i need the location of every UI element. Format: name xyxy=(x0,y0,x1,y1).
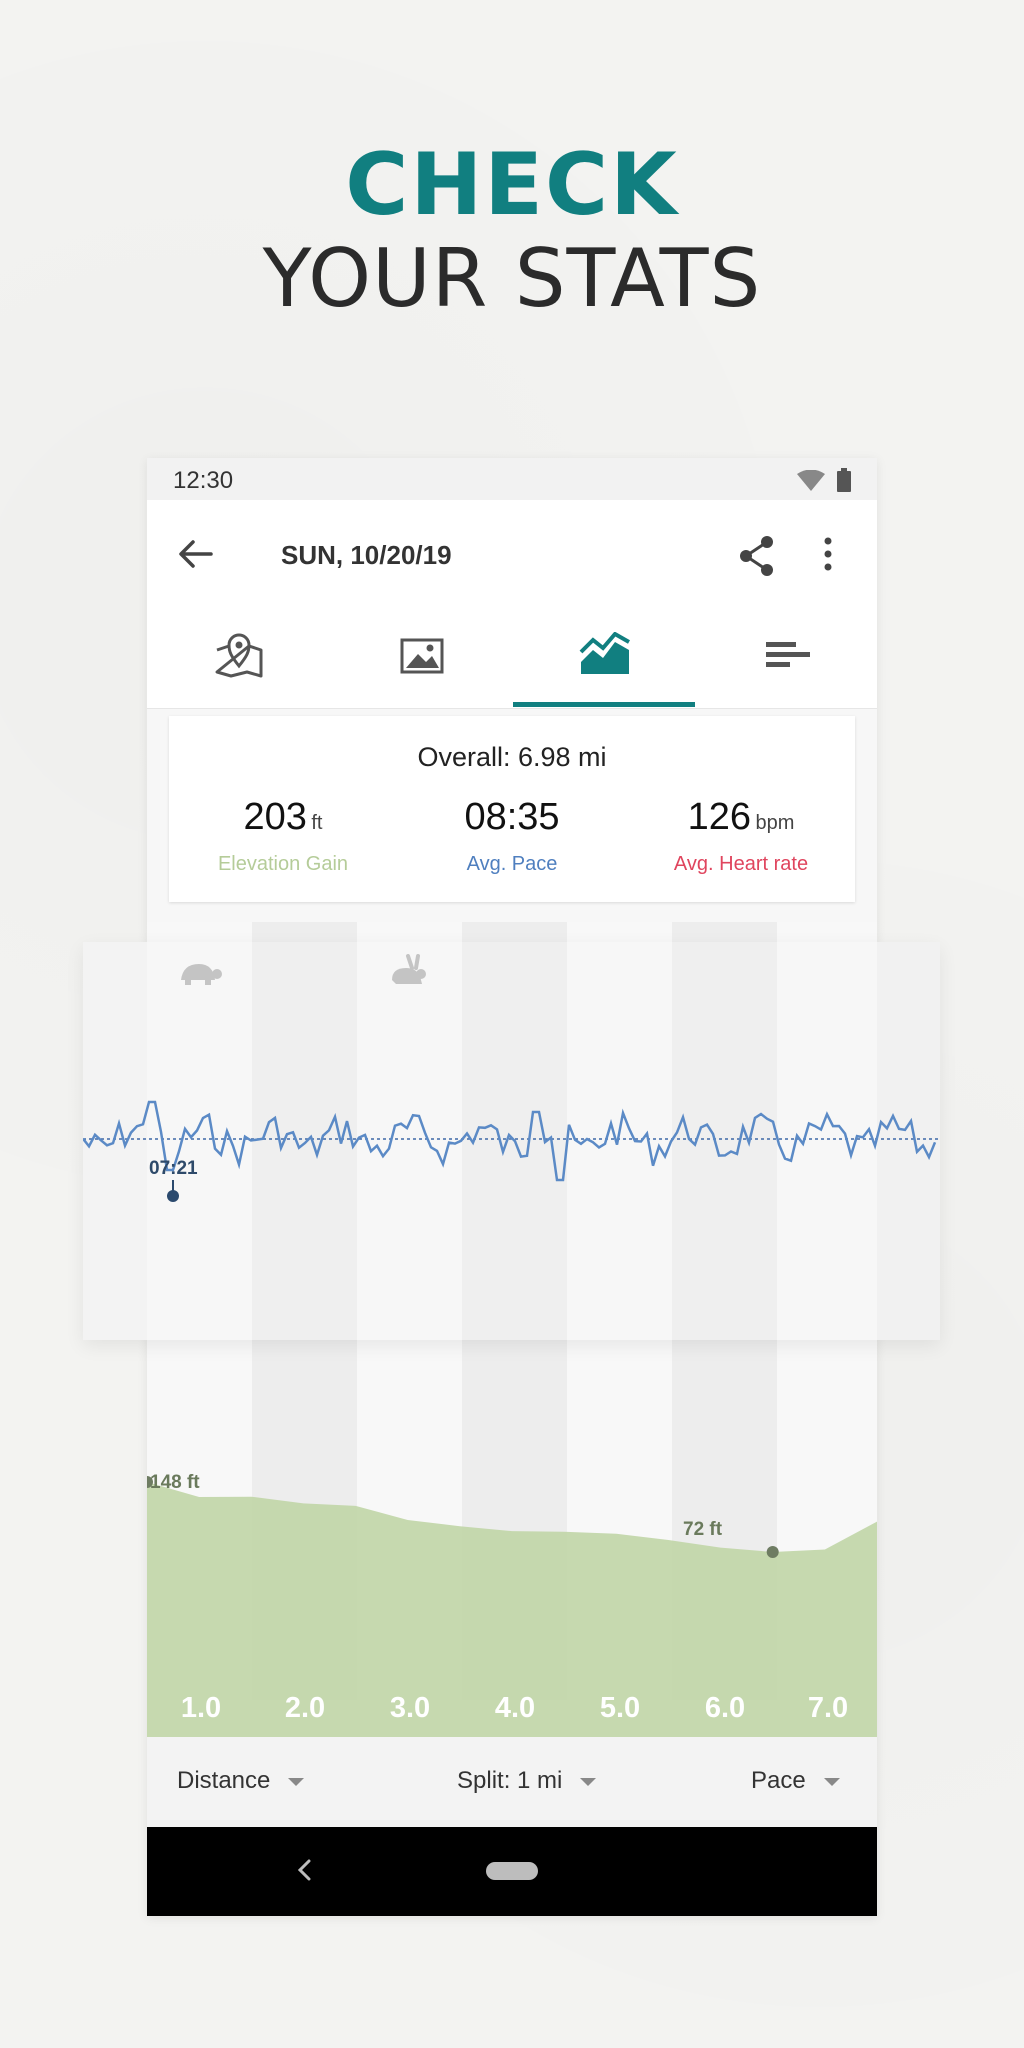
stat-value: 08:35 xyxy=(464,796,560,838)
activity-date-title: SUN, 10/20/19 xyxy=(281,540,452,570)
battery-icon xyxy=(837,468,851,492)
pace-line xyxy=(83,1100,937,1182)
elevation-min-marker xyxy=(766,1546,779,1558)
dropdown-caret-icon xyxy=(580,1777,597,1786)
split-dropdown[interactable]: Split: 1 mi xyxy=(457,1767,597,1795)
elevation-min-label: 72 ft xyxy=(683,1519,723,1540)
turtle-icon xyxy=(181,964,222,985)
tab-photos[interactable] xyxy=(330,612,512,708)
chart-icon xyxy=(579,632,630,674)
tab-splits[interactable] xyxy=(696,612,877,708)
nav-home-pill[interactable] xyxy=(486,1862,538,1880)
rabbit-icon xyxy=(392,954,426,984)
distance-dropdown-label: Distance xyxy=(177,1767,271,1794)
stat-unit: ft xyxy=(311,812,323,834)
more-vert-icon[interactable] xyxy=(823,536,833,572)
stat-value: 126 xyxy=(687,796,752,838)
splits-icon xyxy=(766,642,810,667)
status-time: 12:30 xyxy=(173,467,234,494)
pace-chart-panel: 07:21 xyxy=(83,942,940,1340)
mile-tick-label: 5.0 xyxy=(599,1692,641,1724)
mile-tick-label: 6.0 xyxy=(704,1692,746,1724)
distance-dropdown[interactable]: Distance xyxy=(177,1767,305,1795)
mile-tick-label: 1.0 xyxy=(180,1692,222,1724)
nav-back-icon[interactable] xyxy=(297,1859,311,1881)
wifi-icon xyxy=(797,470,825,491)
pace-low-marker xyxy=(167,1190,179,1202)
tab-charts[interactable] xyxy=(513,612,695,708)
bottom-controls: Distance Split: 1 mi Pace xyxy=(147,1737,877,1827)
back-arrow-icon[interactable] xyxy=(177,538,213,570)
stat-pace: 08:35 Avg. Pace xyxy=(398,796,626,876)
dropdown-caret-icon xyxy=(823,1777,840,1786)
app-bar: SUN, 10/20/19 xyxy=(147,500,877,612)
map-pin-icon xyxy=(215,633,263,678)
tab-active-indicator xyxy=(513,702,695,707)
share-icon[interactable] xyxy=(737,534,777,578)
status-bar: 12:30 xyxy=(147,458,877,500)
dropdown-caret-icon xyxy=(288,1777,305,1786)
mile-tick-label: 4.0 xyxy=(494,1692,536,1724)
overall-distance: Overall: 6.98 mi xyxy=(417,742,607,772)
hero-title-line1: CHECK xyxy=(345,135,679,235)
pace-dropdown[interactable]: Pace xyxy=(751,1767,840,1795)
system-nav-bar xyxy=(147,1827,877,1916)
stat-label: Avg. Pace xyxy=(466,853,558,875)
elevation-max-marker xyxy=(147,1476,153,1488)
stat-heart-rate: 126 bpm Avg. Heart rate xyxy=(627,796,855,876)
mile-tick-label: 2.0 xyxy=(284,1692,326,1724)
summary-card: Overall: 6.98 mi 203 ft Elevation Gain 0… xyxy=(169,716,855,902)
split-dropdown-label: Split: 1 mi xyxy=(457,1767,563,1794)
stat-label: Elevation Gain xyxy=(217,853,349,875)
tab-map[interactable] xyxy=(147,612,329,708)
tab-bar xyxy=(147,612,877,709)
stat-unit: bpm xyxy=(755,812,795,834)
stat-value: 203 xyxy=(243,796,307,838)
stat-elevation: 203 ft Elevation Gain xyxy=(169,796,397,876)
mile-tick-label: 7.0 xyxy=(807,1692,849,1724)
stat-label: Avg. Heart rate xyxy=(673,853,809,875)
pace-low-label: 07:21 xyxy=(149,1158,198,1179)
elevation-chart xyxy=(147,1476,877,1737)
hero-title-line2: YOUR STATS xyxy=(262,232,762,325)
image-icon xyxy=(400,638,444,674)
elevation-max-label: 148 ft xyxy=(150,1472,200,1493)
pace-dropdown-label: Pace xyxy=(751,1767,806,1794)
elevation-area xyxy=(147,1482,877,1737)
pace-chart xyxy=(83,1100,940,1202)
mile-tick-label: 3.0 xyxy=(389,1692,431,1724)
